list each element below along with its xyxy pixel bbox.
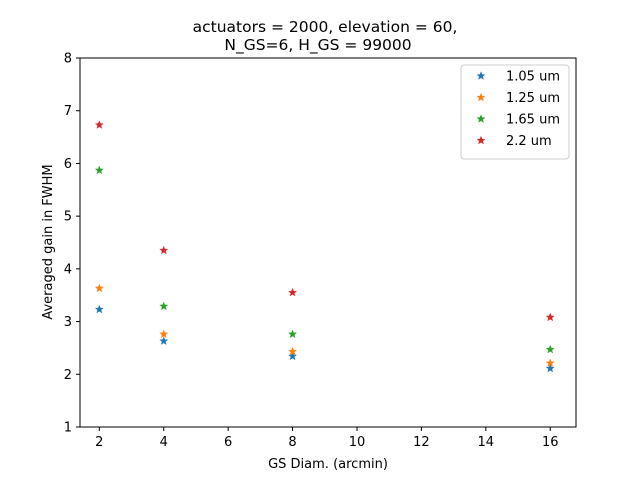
series-1-05-um: [94, 304, 555, 373]
data-point: [94, 120, 104, 129]
x-tick-label: 8: [288, 435, 296, 450]
data-point: [94, 283, 104, 293]
data-point: [545, 358, 555, 368]
data-point: [159, 301, 169, 311]
y-tick-label: 7: [64, 104, 72, 119]
y-tick-label: 4: [64, 262, 72, 277]
legend-marker: [476, 71, 486, 80]
legend-marker: [476, 92, 486, 102]
plot-frame: [79, 57, 577, 428]
y-tick-label: 6: [64, 157, 72, 172]
legend-label: 1.05 um: [506, 70, 560, 85]
legend-marker: [476, 135, 486, 145]
data-point: [545, 312, 555, 322]
legend-marker: [476, 114, 486, 123]
data-point: [545, 344, 555, 354]
x-tick-label: 14: [478, 435, 495, 450]
y-tick-label: 2: [64, 368, 72, 383]
data-point: [94, 165, 104, 175]
data-point: [545, 363, 555, 373]
x-tick-label: 16: [542, 435, 559, 450]
x-tick-label: 12: [413, 435, 430, 450]
data-point: [288, 346, 298, 356]
data-point: [159, 245, 169, 255]
legend-label: 1.65 um: [506, 113, 560, 128]
x-tick-label: 6: [224, 435, 232, 450]
y-tick-label: 1: [64, 421, 72, 436]
series-1-25-um: [94, 283, 555, 368]
x-axis-label: GS Diam. (arcmin): [268, 457, 388, 472]
chart-title-line-1: actuators = 2000, elevation = 60,: [193, 18, 458, 36]
series-1-65-um: [94, 165, 555, 354]
legend-label: 2.2 um: [506, 134, 552, 149]
x-tick-label: 2: [95, 435, 103, 450]
y-tick-label: 5: [64, 210, 72, 225]
data-point: [288, 287, 298, 297]
legend-box: [460, 64, 570, 160]
legend-label: 1.25 um: [506, 91, 560, 106]
y-tick-label: 3: [64, 315, 72, 330]
data-point: [288, 351, 298, 361]
data-point: [159, 329, 169, 339]
y-axis-label: Averaged gain in FWHM: [41, 164, 56, 319]
chart-title-line-2: N_GS=6, H_GS = 99000: [224, 36, 411, 55]
series-2-2-um: [94, 120, 555, 322]
x-tick-label: 4: [160, 435, 168, 450]
legend: 1.05 um 1.25 um 1.65 um 2.2 um: [460, 64, 570, 160]
data-point: [288, 329, 298, 339]
data-point: [159, 336, 169, 345]
data-point: [94, 304, 104, 314]
x-tick-label: 10: [349, 435, 366, 450]
y-tick-label: 8: [64, 52, 72, 67]
